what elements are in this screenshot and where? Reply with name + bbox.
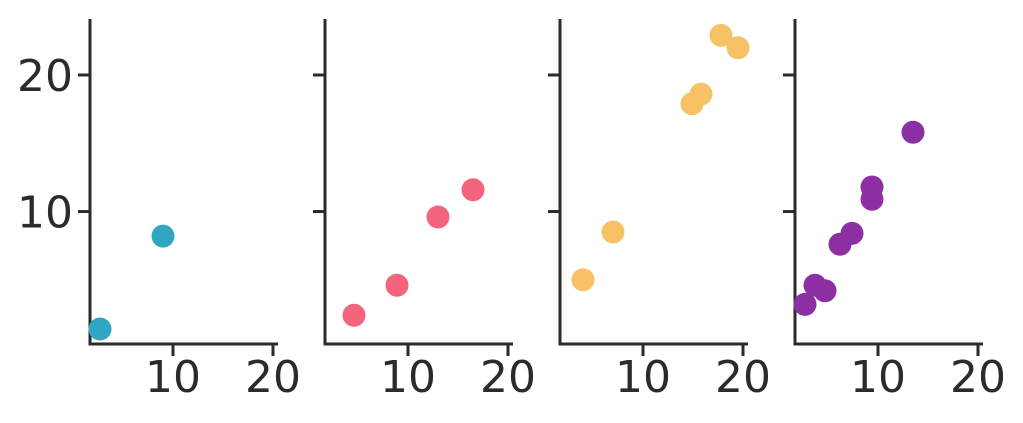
data-point <box>461 178 485 202</box>
x-tick-label: 10 <box>145 352 201 403</box>
data-point <box>571 268 595 292</box>
x-tick-label: 20 <box>245 352 301 403</box>
x-tick-label: 20 <box>950 352 1006 403</box>
y-tick-label: 20 <box>17 51 73 102</box>
data-point <box>726 36 750 60</box>
x-tick-label: 10 <box>380 352 436 403</box>
data-point <box>840 221 864 245</box>
axes-spines <box>88 19 278 346</box>
scatter-panel-2: 10 20 <box>313 19 536 403</box>
data-point <box>689 82 713 106</box>
data-point <box>88 317 112 341</box>
data-point <box>151 224 175 248</box>
data-point <box>793 292 817 316</box>
data-point <box>385 273 409 297</box>
x-tick-label: 20 <box>715 352 771 403</box>
x-tick-label: 10 <box>850 352 906 403</box>
data-point <box>901 120 925 144</box>
axes-spines <box>793 19 983 346</box>
axes-spines <box>558 19 748 346</box>
data-point <box>601 220 625 244</box>
x-tick-label: 20 <box>480 352 536 403</box>
scatter-panel-1: 10 20 10 20 <box>17 19 301 403</box>
data-point <box>426 205 450 229</box>
data-point <box>813 279 837 303</box>
axes-spines <box>323 19 513 346</box>
y-tick-label: 10 <box>17 188 73 239</box>
data-point <box>709 23 733 47</box>
data-point <box>860 175 884 199</box>
scatter-panel-4: 10 20 <box>783 19 1006 403</box>
data-point <box>342 303 366 327</box>
x-tick-label: 10 <box>615 352 671 403</box>
scatter-panel-3: 10 20 <box>548 19 771 403</box>
